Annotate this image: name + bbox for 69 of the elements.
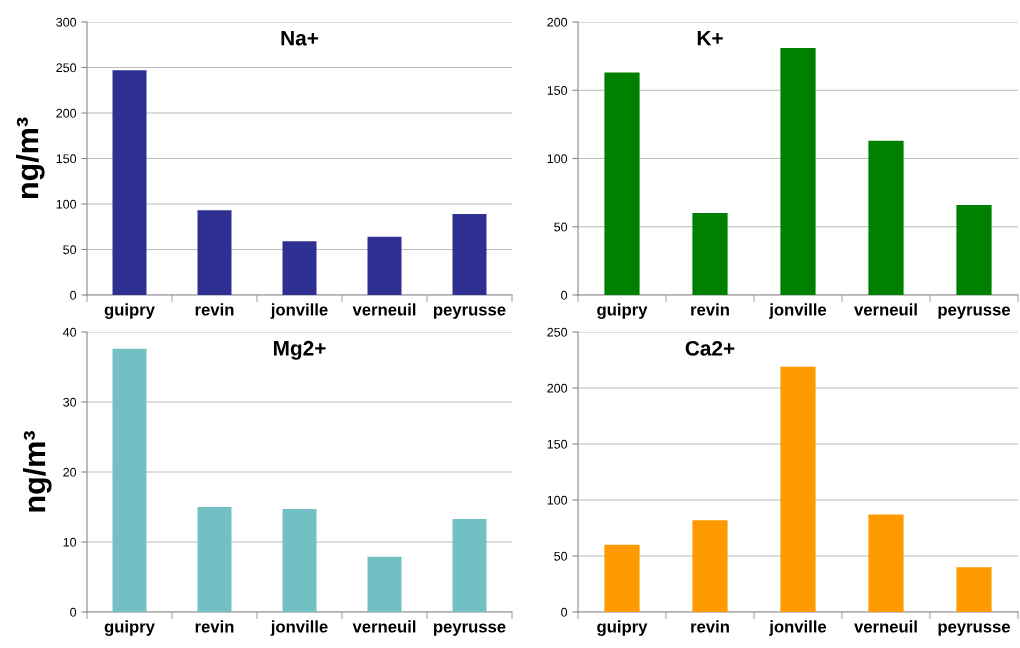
y-tick-label: 200: [547, 17, 568, 27]
y-tick-label: 100: [547, 495, 568, 505]
bar: [780, 47, 816, 295]
bar: [956, 204, 992, 295]
chart-title: Mg2+: [273, 340, 326, 360]
bar: [604, 544, 640, 612]
y-tick-label: 50: [554, 551, 568, 561]
y-tick-label: 0: [70, 607, 77, 617]
y-tick-label: 50: [554, 222, 568, 232]
x-tick-label: revin: [195, 620, 234, 633]
x-tick-label: guipry: [104, 620, 155, 636]
y-tick-label: 150: [547, 439, 568, 449]
x-tick-label: revin: [195, 303, 234, 316]
y-axis-title: ng/m³: [16, 117, 45, 199]
x-tick-label: guipry: [597, 620, 648, 636]
x-tick-label: verneuil: [352, 303, 416, 316]
y-tick-label: 200: [547, 383, 568, 393]
chart-title: Ca2+: [685, 340, 735, 356]
x-tick-label: jonville: [270, 620, 328, 636]
y-tick-label: 10: [63, 537, 77, 547]
y-tick-label: 150: [547, 86, 568, 95]
x-tick-label: revin: [691, 620, 729, 633]
x-tick-label: verneuil: [854, 620, 917, 633]
bar: [692, 520, 728, 612]
x-tick-label: peyrusse: [938, 623, 1011, 636]
bar: [452, 214, 487, 295]
bar: [112, 70, 147, 295]
bar: [112, 348, 147, 612]
x-tick-label: jonville: [769, 303, 827, 319]
bar: [692, 213, 728, 295]
y-tick-label: 100: [547, 154, 568, 164]
bar: [282, 509, 317, 612]
bar: [282, 241, 317, 295]
bar: [868, 140, 904, 295]
x-tick-label: revin: [691, 303, 729, 316]
x-tick-label: verneuil: [352, 620, 416, 633]
x-tick-label: guipry: [597, 303, 648, 319]
y-tick-label: 20: [63, 467, 77, 477]
x-tick-label: verneuil: [854, 303, 917, 316]
bar: [956, 567, 992, 612]
x-tick-label: peyrusse: [938, 306, 1011, 319]
chart-title: K+: [697, 30, 723, 46]
y-tick-label: 150: [56, 154, 77, 164]
y-tick-label: 200: [56, 108, 77, 118]
y-tick-label: 0: [561, 290, 568, 300]
bar: [868, 514, 904, 612]
bar: [367, 556, 402, 612]
bar: [367, 236, 402, 295]
x-tick-label: jonville: [769, 620, 827, 636]
x-tick-label: peyrusse: [434, 623, 506, 636]
y-tick-label: 300: [56, 17, 77, 27]
y-tick-label: 30: [63, 397, 77, 407]
bar: [604, 72, 640, 295]
y-tick-label: 0: [70, 290, 77, 300]
y-tick-label: 0: [561, 607, 568, 617]
bar: [780, 366, 816, 612]
y-tick-label: 40: [62, 327, 77, 337]
y-axis-title: ng/m³: [22, 431, 52, 512]
y-tick-label: 50: [63, 245, 77, 255]
bar: [197, 507, 232, 612]
x-tick-label: guipry: [104, 303, 155, 319]
bar: [197, 210, 232, 295]
x-tick-label: jonville: [270, 303, 328, 319]
chart-title: Na+: [281, 30, 319, 46]
y-tick-label: 250: [56, 63, 77, 73]
y-tick-label: 100: [56, 199, 77, 209]
y-tick-label: 250: [547, 327, 568, 337]
x-tick-label: peyrusse: [434, 306, 506, 319]
bar: [452, 518, 487, 612]
